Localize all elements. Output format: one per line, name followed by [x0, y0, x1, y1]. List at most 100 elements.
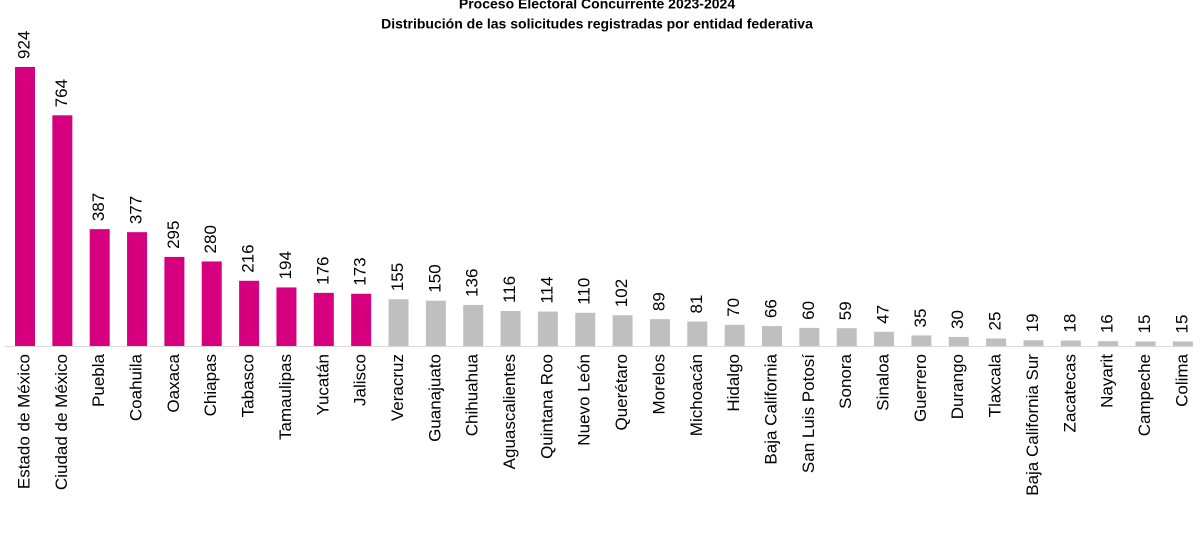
x-tick-label: Guanajuato [425, 354, 444, 442]
x-tick-label: Querétaro [612, 354, 631, 431]
value-label: 110 [575, 278, 594, 305]
value-label: 59 [836, 301, 855, 320]
x-tick-label: Michoacán [687, 354, 706, 436]
x-tick-label: Puebla [89, 353, 108, 406]
bar [1023, 340, 1044, 346]
bar [762, 326, 782, 346]
bar [463, 304, 484, 346]
bar [612, 315, 633, 346]
value-label: 173 [351, 257, 370, 285]
bar [351, 293, 372, 346]
x-tick-label: Campeche [1135, 354, 1154, 436]
value-label: 19 [1023, 313, 1042, 332]
bar [687, 321, 708, 346]
x-tick-label: Nuevo León [575, 354, 594, 446]
value-label: 102 [612, 279, 631, 307]
value-label: 60 [799, 301, 818, 320]
value-label: 66 [761, 299, 780, 318]
bar [127, 232, 148, 346]
bar [201, 261, 222, 346]
bar [575, 312, 596, 346]
bar [986, 338, 1007, 346]
chart-title: Proceso Electoral Concurrente 2023-2024 [459, 0, 735, 12]
value-label: 15 [1172, 315, 1191, 334]
x-tick-label: Quintana Roo [537, 354, 556, 459]
x-tick-label: Estado de México [14, 354, 33, 489]
value-label: 216 [239, 244, 258, 272]
x-tick-label: Sinaloa [874, 353, 893, 410]
value-label: 116 [500, 276, 519, 303]
bar [911, 335, 932, 346]
bar [425, 300, 446, 346]
value-label: 25 [986, 312, 1005, 331]
bar [388, 299, 409, 346]
x-tick-label: Chiapas [201, 354, 220, 416]
x-tick-label: Ciudad de México [52, 354, 71, 490]
value-label: 150 [425, 264, 444, 292]
bar [1098, 341, 1119, 346]
value-label: 15 [1135, 315, 1154, 334]
chart-subtitle: Distribución de las solicitudes registra… [381, 16, 813, 32]
value-label: 136 [463, 269, 482, 297]
value-label: 81 [687, 295, 706, 314]
bar [500, 310, 521, 346]
value-label: 387 [89, 193, 108, 221]
value-label: 176 [313, 256, 332, 284]
x-tick-label: Jalisco [351, 354, 370, 406]
value-label: 114 [537, 276, 556, 303]
x-tick-label: Colima [1172, 353, 1191, 406]
value-label: 16 [1098, 314, 1117, 333]
x-tick-label: Tabasco [239, 354, 258, 417]
x-tick-label: Coahuila [127, 353, 146, 421]
bar [1172, 341, 1193, 346]
x-tick-label: Tamaulipas [276, 354, 295, 440]
x-tick-label: Morelos [649, 354, 668, 414]
bar [836, 328, 857, 346]
x-tick-label: San Luis Potosí [799, 354, 818, 473]
bar [276, 287, 297, 346]
bar [1060, 340, 1081, 346]
value-label: 377 [127, 196, 146, 224]
value-label: 764 [52, 79, 71, 107]
value-label: 280 [201, 225, 220, 253]
bar [239, 280, 260, 346]
bar [1135, 341, 1156, 346]
bar [948, 336, 969, 346]
x-tick-label: Baja California Sur [1023, 354, 1042, 496]
bar [15, 67, 35, 346]
x-tick-label: Yucatán [313, 354, 332, 415]
bar [537, 311, 558, 346]
value-label: 924 [14, 31, 33, 59]
bar [874, 331, 895, 346]
bar [724, 324, 745, 346]
value-label: 155 [388, 263, 407, 291]
x-tick-label: Chihuahua [463, 353, 482, 436]
bar [799, 327, 820, 346]
x-tick-label: Oaxaca [164, 353, 183, 412]
x-tick-label: Sonora [836, 353, 855, 408]
value-label: 295 [164, 221, 183, 249]
x-tick-label: Zacatecas [1060, 354, 1079, 432]
value-label: 18 [1060, 314, 1079, 333]
value-label: 47 [874, 305, 893, 324]
bar [89, 229, 110, 346]
bar [164, 256, 185, 346]
value-label: 89 [649, 292, 668, 311]
x-tick-label: Tlaxcala [986, 353, 1005, 417]
value-label: 30 [948, 310, 967, 329]
x-tick-label: Durango [948, 354, 967, 419]
value-label: 35 [911, 309, 930, 328]
x-tick-label: Nayarit [1098, 354, 1117, 408]
value-label: 70 [724, 298, 743, 317]
x-tick-label: Hidalgo [724, 354, 743, 412]
value-label: 194 [276, 251, 295, 279]
x-tick-label: Aguascalientes [500, 354, 519, 469]
x-tick-label: Baja California [761, 353, 780, 464]
x-tick-label: Veracruz [388, 354, 407, 421]
bar [313, 292, 334, 346]
bar [52, 115, 73, 346]
bar [649, 319, 670, 346]
x-tick-label: Guerrero [911, 354, 930, 422]
